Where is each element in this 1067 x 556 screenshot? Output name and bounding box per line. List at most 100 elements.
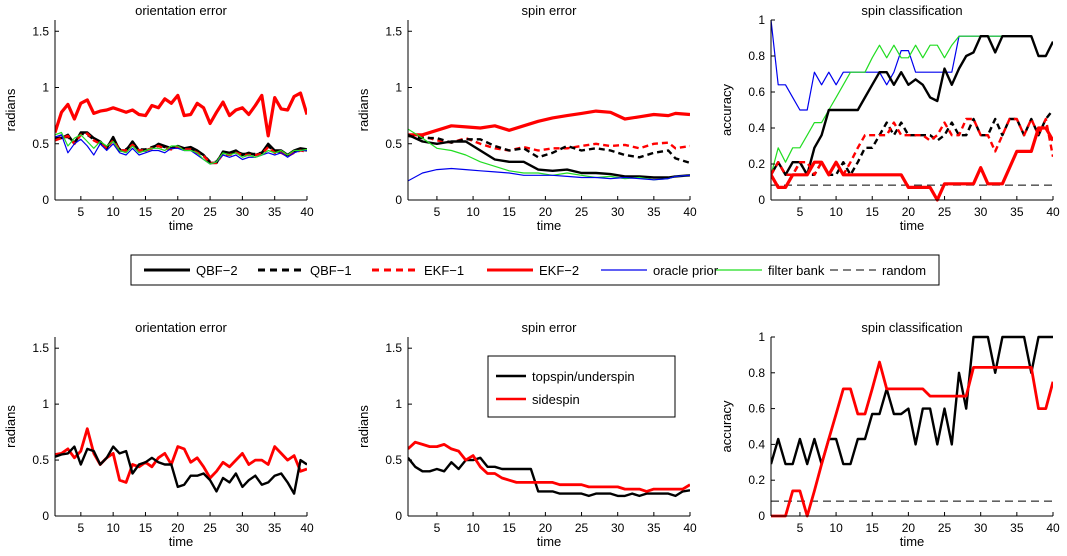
y-tick-label: 0 (758, 509, 765, 523)
legend-box (130, 254, 940, 286)
series-line-topspin-underspin (55, 445, 307, 495)
series-line-oracle-prior (771, 19, 1053, 111)
inset-legend: topspin/underspin sidespin (487, 355, 676, 418)
series-line-filter-bank (55, 131, 307, 165)
x-tick-label: 40 (300, 205, 314, 219)
y-tick-label: 0.6 (748, 402, 765, 416)
x-tick-label: 15 (866, 205, 880, 219)
series-line-qbf-1 (771, 109, 1053, 177)
y-tick-label: 1 (42, 81, 49, 95)
series-line-qbf-2 (408, 133, 690, 179)
x-tick-label: 5 (434, 205, 441, 219)
y-tick-label: 1 (395, 397, 402, 411)
chart-title: spin classification (861, 3, 962, 18)
x-tick-label: 5 (434, 521, 441, 535)
series-line-ekf-2 (408, 109, 690, 137)
x-tick-label: 10 (106, 521, 120, 535)
chart-title: orientation error (135, 320, 227, 335)
x-tick-label: 25 (938, 205, 952, 219)
legend-label: QBF−2 (196, 263, 238, 278)
series-line-ekf-2 (771, 126, 1053, 202)
series-line-sidespin (55, 427, 307, 484)
y-tick-label: 1.5 (385, 341, 402, 355)
legend-label: oracle prior (653, 263, 719, 278)
series-line-oracle-prior (55, 134, 307, 165)
y-tick-label: 1.5 (32, 341, 49, 355)
chart-1: 5 10 15 20 25 30 35 40 0 0.5 1 1.5 orientation error… (3, 3, 314, 233)
x-tick-label: 35 (647, 521, 661, 535)
x-tick-label: 40 (1046, 521, 1060, 535)
y-axis-label: accuracy (719, 83, 734, 136)
series-group (408, 109, 690, 182)
chart-5: 5 10 15 20 25 30 35 40 0 0.5 1 1.5 spin error time rad… (356, 320, 697, 549)
series-line-ekf-2 (55, 91, 307, 138)
y-tick-label: 0 (395, 509, 402, 523)
series-line-oracle-prior (408, 167, 690, 182)
y-tick-label: 0 (42, 509, 49, 523)
x-tick-label: 15 (866, 521, 880, 535)
x-tick-label: 30 (974, 205, 988, 219)
y-tick-label: 1 (758, 13, 765, 27)
y-tick-label: 0 (42, 193, 49, 207)
y-tick-label: 0.4 (748, 121, 765, 135)
y-tick-label: 1 (395, 81, 402, 95)
x-tick-label: 20 (171, 205, 185, 219)
y-tick-label: 0.5 (385, 137, 402, 151)
legend-label: EKF−2 (539, 263, 579, 278)
x-tick-label: 35 (1010, 205, 1024, 219)
x-tick-label: 25 (575, 205, 589, 219)
series-line-sidespin (408, 440, 690, 493)
series-group (55, 91, 307, 165)
legend-label: EKF−1 (424, 263, 464, 278)
x-tick-label: 20 (539, 205, 553, 219)
x-tick-label: 5 (797, 521, 804, 535)
x-tick-label: 40 (683, 521, 697, 535)
legend-label: sidespin (532, 392, 580, 407)
x-tick-label: 20 (539, 521, 553, 535)
x-tick-label: 40 (1046, 205, 1060, 219)
x-axis-label: time (900, 218, 925, 233)
legend-label: random (882, 263, 926, 278)
x-tick-label: 5 (78, 205, 85, 219)
y-axis-label: radians (356, 405, 371, 448)
x-tick-label: 25 (203, 205, 217, 219)
y-tick-label: 0 (395, 193, 402, 207)
y-axis-label: radians (3, 88, 18, 131)
x-tick-label: 10 (106, 205, 120, 219)
x-tick-label: 25 (938, 521, 952, 535)
x-tick-label: 5 (797, 205, 804, 219)
x-tick-label: 10 (466, 521, 480, 535)
y-tick-label: 0.8 (748, 366, 765, 380)
series-line-topspin-underspin (771, 335, 1053, 466)
series-line-topspin-underspin (408, 456, 690, 498)
chart-6: 5 10 15 20 25 30 35 40 0 0.2 0.4 0.6 0.8 1 spin classi… (719, 320, 1060, 549)
x-tick-label: 35 (268, 521, 282, 535)
y-tick-label: 1.5 (32, 24, 49, 38)
series-group (771, 335, 1053, 518)
chart-title: spin classification (861, 320, 962, 335)
y-tick-label: 0.5 (385, 453, 402, 467)
x-axis-label: time (537, 534, 562, 549)
legend-label: topspin/underspin (532, 369, 635, 384)
x-tick-label: 30 (974, 521, 988, 535)
x-tick-label: 40 (683, 205, 697, 219)
x-axis-label: time (169, 534, 194, 549)
x-tick-label: 30 (611, 521, 625, 535)
x-axis-label: time (169, 218, 194, 233)
x-axis-label: time (900, 534, 925, 549)
x-tick-label: 5 (78, 521, 85, 535)
series-group (771, 19, 1053, 202)
x-tick-label: 15 (503, 205, 517, 219)
y-axis-label: accuracy (719, 400, 734, 453)
x-tick-label: 10 (829, 205, 843, 219)
series-group (55, 427, 307, 495)
x-tick-label: 35 (1010, 521, 1024, 535)
series-line-qbf-2 (771, 35, 1053, 177)
x-tick-label: 35 (268, 205, 282, 219)
y-tick-label: 1 (42, 397, 49, 411)
x-tick-label: 30 (236, 205, 250, 219)
x-tick-label: 30 (611, 205, 625, 219)
y-tick-label: 0.5 (32, 137, 49, 151)
x-axis-label: time (537, 218, 562, 233)
y-tick-label: 0.8 (748, 49, 765, 63)
